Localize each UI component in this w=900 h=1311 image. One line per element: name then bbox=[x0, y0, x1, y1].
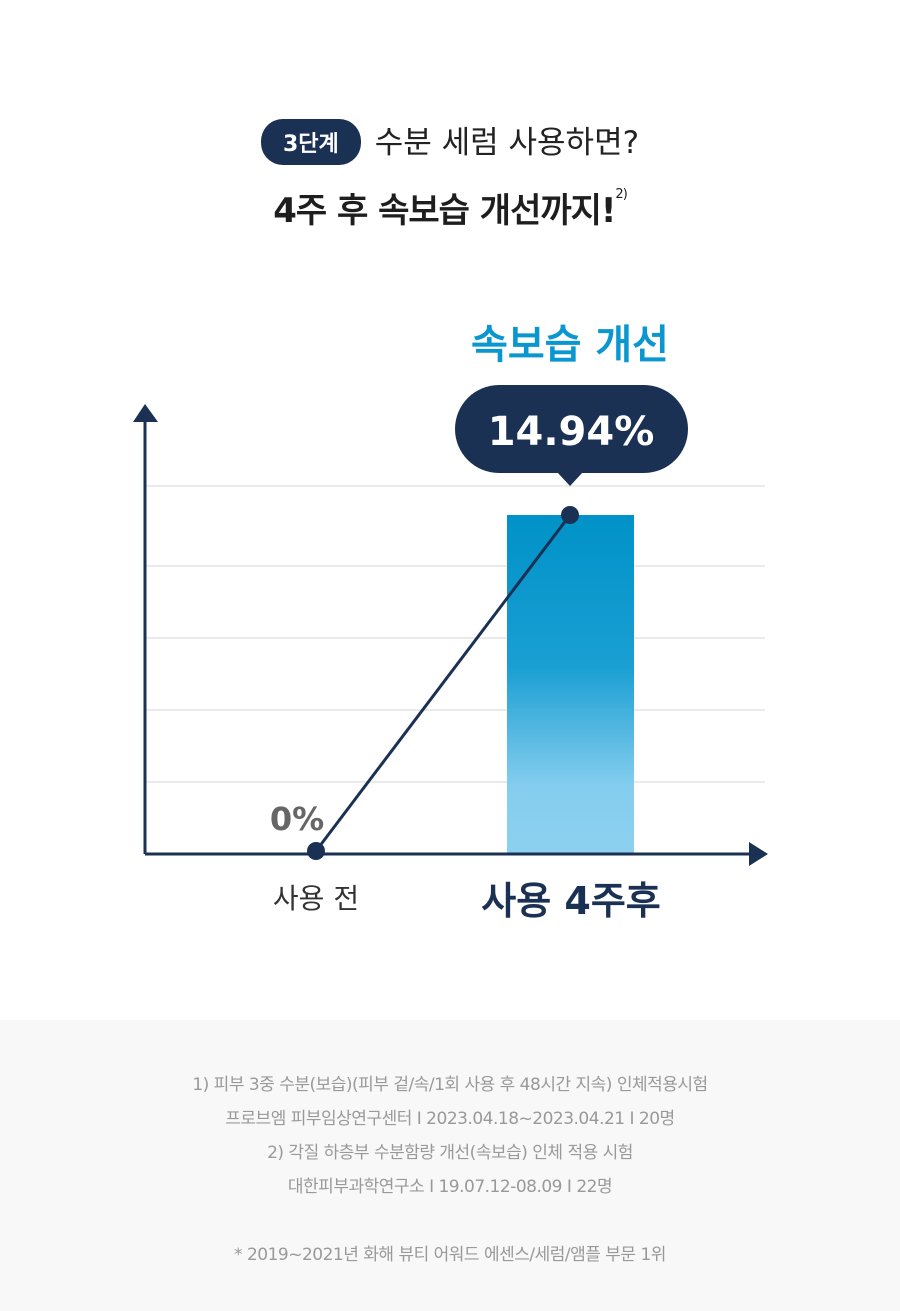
x-axis-arrow-icon bbox=[749, 842, 768, 866]
value-bubble: 14.94% bbox=[455, 385, 688, 486]
chart-title: 속보습 개선 bbox=[471, 322, 669, 368]
award-note: * 2019~2021년 화해 뷰티 어워드 에센스/세럼/앰플 부문 1위 bbox=[234, 1245, 666, 1265]
value-label-after: 14.94% bbox=[488, 409, 655, 455]
footnote-2: 2) 각질 하층부 수분함량 개선(속보습) 인체 적용 시험 bbox=[267, 1143, 633, 1163]
footnote-2-source: 대한피부과학연구소 I 19.07.12-08.09 I 22명 bbox=[287, 1177, 613, 1197]
header-subtitle-row: 3단계 수분 세럼 사용하면? bbox=[0, 117, 900, 168]
header-title: 4주 후 속보습 개선까지! bbox=[273, 191, 616, 231]
gridlines bbox=[145, 485, 765, 783]
header-subtitle: 수분 세럼 사용하면? bbox=[374, 125, 640, 161]
header-title-row: 4주 후 속보습 개선까지!2) bbox=[0, 183, 900, 232]
value-label-before: 0% bbox=[270, 800, 324, 838]
chart: 속보습 개선 14.94% 0% 사용 전 사용 4주후 bbox=[133, 322, 768, 923]
point-before bbox=[307, 842, 325, 860]
y-axis-arrow-icon bbox=[133, 404, 158, 422]
point-after bbox=[561, 506, 579, 524]
x-label-before: 사용 전 bbox=[273, 882, 359, 915]
footnotes: 1) 피부 3중 수분(보습)(피부 겉/속/1회 사용 후 48시간 지속) … bbox=[0, 1020, 900, 1311]
trend-line bbox=[314, 514, 572, 852]
title-footnote-ref: 2) bbox=[615, 187, 627, 202]
bar-after-4-weeks bbox=[507, 515, 634, 853]
step-badge: 3단계 bbox=[260, 118, 361, 165]
x-label-after: 사용 4주후 bbox=[481, 879, 661, 923]
footnote-1-source: 프로브엠 피부임상연구센터 I 2023.04.18~2023.04.21 I … bbox=[225, 1109, 675, 1129]
footnote-1: 1) 피부 3중 수분(보습)(피부 겉/속/1회 사용 후 48시간 지속) … bbox=[192, 1075, 708, 1095]
